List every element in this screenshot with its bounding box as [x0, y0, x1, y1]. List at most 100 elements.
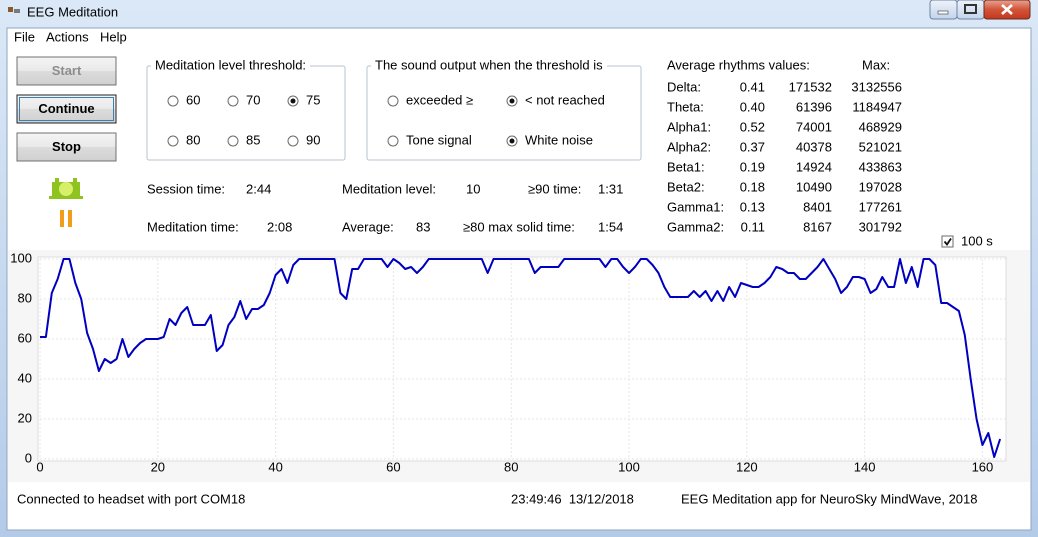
button-label[interactable]: Stop [52, 139, 81, 154]
radio-label[interactable]: exceeded ≥ [406, 92, 473, 107]
stat-label: ≥90 time: [528, 181, 581, 196]
rhythms-max-title: Max: [862, 57, 890, 72]
y-tick-label: 80 [18, 290, 32, 305]
rhythm-ratio: 0.19 [740, 159, 765, 174]
rhythm-value: 8401 [803, 199, 832, 214]
button [16, 56, 117, 86]
rhythm-name: Beta1: [667, 159, 705, 174]
radio[interactable] [227, 95, 239, 107]
radio[interactable] [167, 135, 179, 147]
rhythm-name: Delta: [667, 79, 701, 94]
pause-icon [60, 210, 72, 227]
minimize-glyph [937, 10, 949, 15]
checkbox-label[interactable]: 100 s [961, 233, 993, 248]
checkbox[interactable] [941, 235, 954, 248]
radio-label[interactable]: 60 [186, 92, 200, 107]
rhythm-name: Alpha1: [667, 119, 711, 134]
radio-label[interactable]: 90 [306, 132, 320, 147]
minimize-button[interactable] [929, 0, 958, 20]
rhythm-value: 74001 [796, 119, 832, 134]
rhythm-value: 10490 [796, 179, 832, 194]
stat-value: 2:08 [267, 219, 292, 234]
rhythm-max: 468929 [859, 119, 902, 134]
app-icon [8, 7, 20, 13]
stat-label: Average: [342, 219, 394, 234]
rhythm-ratio: 0.40 [740, 99, 765, 114]
rhythm-max: 521021 [859, 139, 902, 154]
y-tick-label: 100 [10, 250, 32, 265]
rhythm-max: 301792 [859, 219, 902, 234]
rhythm-value: 8167 [803, 219, 832, 234]
rhythm-value: 14924 [796, 159, 832, 174]
x-tick-label: 80 [504, 459, 518, 474]
rhythm-max: 1184947 [852, 99, 902, 114]
maximize-button[interactable] [956, 0, 985, 20]
x-tick-label: 160 [972, 459, 994, 474]
radio-dot [290, 98, 296, 104]
radio-dot [509, 138, 515, 144]
rhythm-name: Gamma1: [667, 199, 724, 214]
close-glyph [1001, 4, 1013, 15]
menu-item[interactable]: Help [100, 29, 127, 44]
rhythm-ratio: 0.41 [740, 79, 765, 94]
rhythm-value: 61396 [796, 99, 832, 114]
stat-label: Meditation time: [147, 219, 239, 234]
radio-label[interactable]: Tone signal [406, 132, 472, 147]
x-tick-label: 0 [36, 459, 43, 474]
data-line [40, 258, 1002, 458]
radio-label[interactable]: 75 [306, 92, 320, 107]
radio-label[interactable]: White noise [525, 132, 593, 147]
rhythm-ratio: 0.11 [741, 219, 765, 234]
rhythm-max: 177261 [859, 199, 902, 214]
group-legend-bg [151, 58, 311, 74]
rhythm-ratio: 0.52 [740, 119, 765, 134]
window-controls[interactable] [929, 0, 1031, 20]
x-tick-label: 120 [736, 459, 758, 474]
button-label: Start [52, 63, 82, 78]
rhythm-ratio: 0.37 [740, 139, 765, 154]
radio-label[interactable]: < not reached [525, 92, 605, 107]
x-tick-label: 140 [854, 459, 876, 474]
radio-label[interactable]: 70 [246, 92, 260, 107]
y-tick-label: 0 [25, 450, 32, 465]
rhythm-max: 3132556 [851, 79, 902, 94]
rhythm-name: Beta2: [667, 179, 705, 194]
stat-value: 83 [416, 219, 430, 234]
stat-label: Session time: [147, 181, 225, 196]
radio[interactable] [227, 135, 239, 147]
radio[interactable] [287, 135, 299, 147]
rhythm-max: 433863 [859, 159, 902, 174]
stat-label: ≥80 max solid time: [463, 219, 575, 234]
y-tick-label: 40 [18, 370, 32, 385]
rhythm-name: Theta: [667, 99, 704, 114]
rhythm-ratio: 0.13 [740, 199, 765, 214]
menu-item[interactable]: File [14, 29, 35, 44]
rhythms-title: Average rhythms values: [667, 57, 810, 72]
stat-value: 1:54 [598, 219, 623, 234]
group-legend: The sound output when the threshold is [375, 57, 603, 72]
radio[interactable] [387, 135, 399, 147]
plot-area [37, 256, 1007, 462]
radio-label[interactable]: 85 [246, 132, 260, 147]
y-tick-label: 60 [18, 330, 32, 345]
button[interactable] [16, 132, 117, 162]
menu-item[interactable]: Actions [46, 29, 89, 44]
maximize-glyph [964, 4, 977, 14]
x-tick-label: 40 [268, 459, 282, 474]
radio[interactable] [167, 95, 179, 107]
button-label[interactable]: Continue [38, 101, 94, 116]
radio-label[interactable]: 80 [186, 132, 200, 147]
radio[interactable] [387, 95, 399, 107]
y-tick-label: 20 [18, 410, 32, 425]
rhythm-name: Gamma2: [667, 219, 724, 234]
stat-value: 2:44 [246, 181, 271, 196]
status-connection: Connected to headset with port COM18 [17, 491, 245, 506]
button[interactable] [16, 94, 117, 124]
x-tick-label: 100 [618, 459, 640, 474]
status-about: EEG Meditation app for NeuroSky MindWave… [681, 491, 978, 506]
stat-label: Meditation level: [342, 181, 436, 196]
rhythm-ratio: 0.18 [740, 179, 765, 194]
radio-dot [509, 98, 515, 104]
rhythm-value: 40378 [796, 139, 832, 154]
x-tick-label: 60 [386, 459, 400, 474]
